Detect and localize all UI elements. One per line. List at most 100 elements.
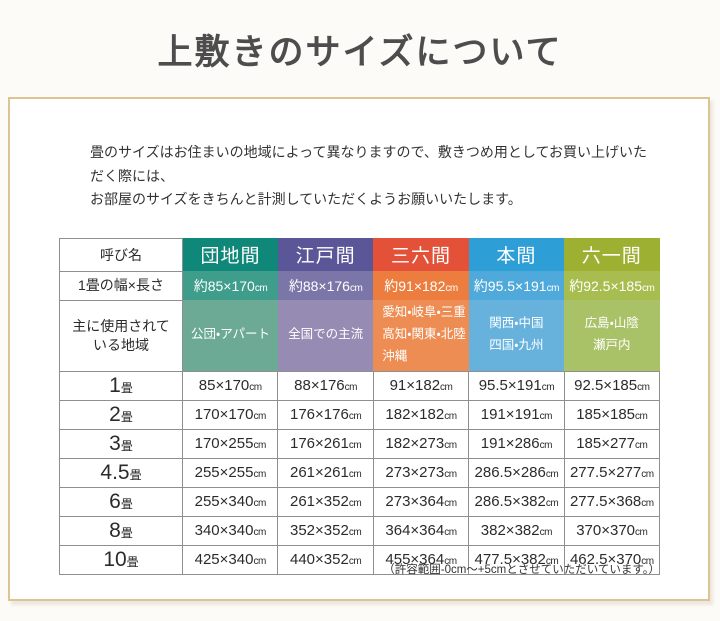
size-row-8jo: 8畳 340×340cm 352×352cm 364×364cm 382×382… xyxy=(59,515,661,546)
size-value: 88×176 xyxy=(294,377,345,395)
region-row: 主に使用されて いる地域 公団・アパート 全国での主流 愛知・岐阜・三重 高知・関東… xyxy=(59,299,660,372)
unit-label: cm xyxy=(641,498,654,510)
unit-label: cm xyxy=(444,527,457,539)
size-cell: 88×176cm xyxy=(277,370,374,401)
size-value: 261×261 xyxy=(290,464,349,482)
region-line: 四国・九州 xyxy=(489,338,544,353)
size-cell: 95.5×191cm xyxy=(468,370,565,401)
size-value: 273×273 xyxy=(385,464,445,482)
region-line: 全国での主流 xyxy=(288,327,364,342)
spec-cell: 約92.5×185cm xyxy=(564,271,660,301)
unit-label: cm xyxy=(254,282,268,294)
region-label-line: いる地域 xyxy=(93,336,149,353)
size-value: 340×340 xyxy=(194,522,254,540)
size-row-10jo: 10畳 425×340cm 440×352cm 455×364cm 477.5×… xyxy=(59,544,661,575)
size-value: 182×182 xyxy=(385,406,445,424)
spec-cell: 約95.5×191cm xyxy=(468,271,565,301)
region-line: 広島・山陰 xyxy=(584,316,639,331)
unit-label: cm xyxy=(348,556,362,568)
unit-label: cm xyxy=(348,440,362,452)
size-cell: 370×370cm xyxy=(563,515,661,546)
region-line: 公団・アパート xyxy=(190,327,270,342)
tatami-unit: 畳 xyxy=(120,380,133,395)
size-value: 440×352 xyxy=(290,551,349,569)
region-label-line: 主に使用されて xyxy=(72,318,170,335)
unit-label: cm xyxy=(253,498,266,510)
row-label: 3畳 xyxy=(59,428,183,459)
size-cell: 170×255cm xyxy=(181,428,279,459)
size-value: 176×176 xyxy=(290,406,349,424)
size-cell: 382×382cm xyxy=(468,515,565,546)
size-cell: 286.5×382cm xyxy=(468,486,565,517)
size-value: 352×352 xyxy=(290,522,349,540)
size-value: 255×340 xyxy=(194,493,254,511)
size-value: 176×261 xyxy=(290,435,349,453)
unit-label: cm xyxy=(635,411,648,423)
tatami-unit: 畳 xyxy=(120,438,133,453)
size-value: 170×255 xyxy=(194,435,254,453)
size-value: 277.5×277 xyxy=(569,464,642,482)
size-value: 477.5×382 xyxy=(474,551,546,569)
region-cell: 愛知・岐阜・三重 高知・関東・北陸 沖縄 xyxy=(373,300,469,372)
size-cell: 92.5×185cm xyxy=(563,370,661,401)
region-cell: 広島・山陰 瀬戸内 xyxy=(564,300,660,372)
tatami-count: 2 xyxy=(109,402,121,426)
size-value: 286.5×286 xyxy=(474,464,546,482)
region-line: 瀬戸内 xyxy=(593,338,631,353)
size-value: 185×185 xyxy=(576,406,636,424)
size-cell: 277.5×277cm xyxy=(563,457,661,488)
intro-text: 畳のサイズはお住まいの地域によって異なりますので、敷きつめ用としてお買い上げいた… xyxy=(90,141,648,212)
unit-label: cm xyxy=(637,382,650,394)
column-header-edoma: 江戸間 xyxy=(277,238,374,272)
tatami-count: 8 xyxy=(109,518,121,542)
unit-label: cm xyxy=(348,411,362,423)
column-header-honma: 本間 xyxy=(468,238,565,272)
tatami-count: 6 xyxy=(109,489,121,513)
region-row-label: 主に使用されて いる地域 xyxy=(59,299,183,372)
row-label: 8畳 xyxy=(59,515,183,546)
intro-line-1: 畳のサイズはお住まいの地域によって異なりますので、敷きつめ用としてお買い上げいた… xyxy=(90,144,648,184)
size-cell: 176×176cm xyxy=(277,399,374,430)
size-value: 382×382 xyxy=(480,522,540,540)
row-label: 6畳 xyxy=(59,486,183,517)
tatami-unit: 畳 xyxy=(129,467,142,482)
column-header-sanrokuma: 三六間 xyxy=(373,238,469,272)
size-value: 95.5×191 xyxy=(478,377,542,395)
spec-value: 約88×176 xyxy=(288,277,350,294)
size-cell: 425×340cm xyxy=(181,544,279,575)
unit-label: cm xyxy=(539,411,553,423)
spec-cell: 約88×176cm xyxy=(277,271,374,301)
tatami-size-table: 呼び名 団地間 江戸間 三六間 本間 六一間 1畳の幅×長さ 約85×170cm… xyxy=(59,237,661,575)
unit-label: cm xyxy=(635,527,648,539)
unit-label: cm xyxy=(253,411,266,423)
size-row-3jo: 3畳 170×255cm 176×261cm 182×273cm 191×286… xyxy=(59,428,661,459)
spec-value: 約95.5×191 xyxy=(473,277,547,294)
size-cell: 191×191cm xyxy=(468,399,565,430)
unit-label: cm xyxy=(344,382,358,394)
region-line: 関西・中国 xyxy=(489,316,544,331)
spec-value: 約85×170 xyxy=(193,277,255,294)
size-row-2jo: 2畳 170×170cm 176×176cm 182×182cm 191×191… xyxy=(59,399,661,430)
corner-label: 呼び名 xyxy=(59,237,183,272)
unit-label: cm xyxy=(253,440,266,452)
tatami-unit: 畳 xyxy=(120,496,133,511)
size-row-6jo: 6畳 255×340cm 261×352cm 273×364cm 286.5×3… xyxy=(59,486,661,517)
unit-label: cm xyxy=(253,556,266,568)
size-cell: 191×286cm xyxy=(468,428,565,459)
size-value: 286.5×382 xyxy=(474,493,546,511)
unit-label: cm xyxy=(253,527,266,539)
size-value: 425×340 xyxy=(194,551,254,569)
size-cell: 85×170cm xyxy=(181,370,279,401)
intro-line-2: お部屋のサイズをきちんと計測していただくようお願いいたします。 xyxy=(90,191,522,208)
unit-label: cm xyxy=(642,282,655,294)
spec-row: 1畳の幅×長さ 約85×170cm 約88×176cm 約91×182cm 約9… xyxy=(59,270,660,301)
column-header-rokuichima: 六一間 xyxy=(564,238,660,272)
size-cell: 182×182cm xyxy=(372,399,470,430)
size-value: 462.5×370 xyxy=(569,551,642,569)
unit-label: cm xyxy=(440,382,453,394)
size-cell: 364×364cm xyxy=(372,515,470,546)
size-cell: 176×261cm xyxy=(277,428,374,459)
size-cell: 462.5×370cm xyxy=(563,544,661,575)
size-cell: 170×170cm xyxy=(181,399,279,430)
region-cell: 公団・アパート xyxy=(182,300,278,372)
